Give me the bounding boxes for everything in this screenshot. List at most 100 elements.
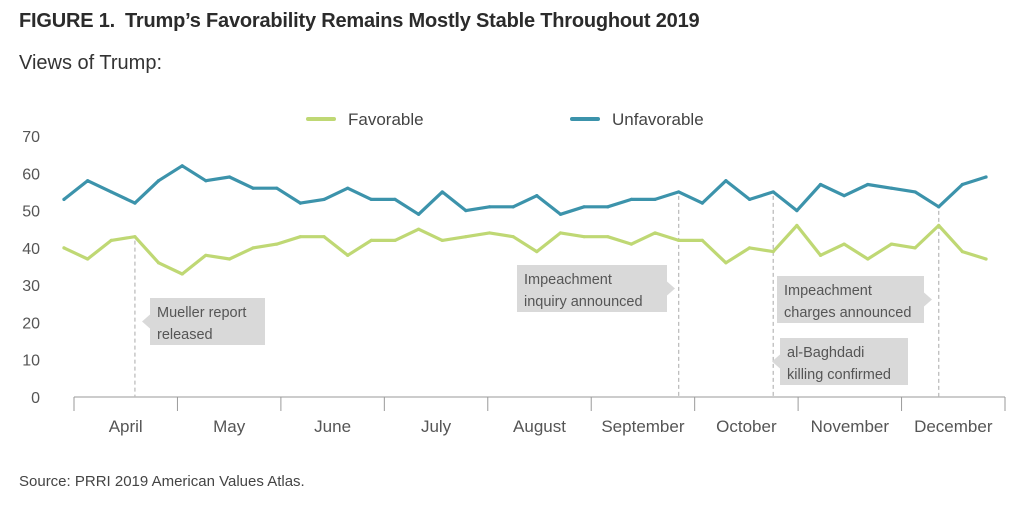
data-point	[369, 238, 373, 242]
data-point	[700, 238, 704, 242]
data-point	[866, 257, 870, 261]
data-point	[156, 179, 161, 183]
annotation-pointer	[667, 281, 675, 296]
data-point	[109, 190, 113, 194]
data-point	[653, 231, 657, 235]
data-point	[227, 175, 232, 179]
data-point	[866, 182, 870, 187]
annotation-box	[780, 338, 908, 385]
y-tick-label: 10	[22, 353, 40, 370]
data-point	[275, 242, 279, 246]
data-point	[322, 197, 326, 201]
x-tick-label: April	[109, 417, 143, 436]
source-note: Source: PRRI 2019 American Values Atlas.	[19, 473, 305, 490]
series-line-unfavorable	[62, 164, 988, 216]
data-point	[818, 182, 823, 187]
data-point	[795, 223, 799, 228]
data-point	[62, 246, 66, 250]
annotation-label: Impeachment	[524, 272, 612, 288]
annotation-pointer	[924, 292, 932, 307]
data-point	[251, 186, 255, 190]
data-point	[440, 238, 444, 242]
data-point	[842, 242, 846, 246]
annotation-pointer	[772, 354, 780, 369]
event-annotation: Impeachment charges announced	[777, 276, 932, 323]
chart-title: FIGURE 1. Trump’s Favorability Remains Mo…	[19, 10, 700, 33]
x-tick-label: August	[513, 417, 566, 436]
data-point	[393, 238, 397, 242]
data-point	[606, 235, 610, 239]
legend-item-favorable: Favorable	[306, 110, 424, 129]
data-point	[913, 190, 917, 194]
data-point	[960, 182, 964, 187]
data-point	[346, 186, 350, 190]
data-point	[86, 179, 90, 183]
data-point	[984, 257, 988, 261]
data-point	[156, 261, 161, 265]
legend-label: Favorable	[348, 110, 424, 129]
data-point	[298, 235, 303, 239]
y-tick-label: 70	[22, 129, 40, 146]
data-point	[913, 246, 917, 250]
event-annotation: al-Baghdadi killing confirmed	[772, 338, 908, 385]
annotation-pointer	[142, 314, 150, 329]
x-tick-label: November	[811, 417, 890, 436]
annotation-label: Mueller report	[157, 305, 246, 321]
data-point	[62, 197, 66, 201]
figure-label: FIGURE 1.	[19, 10, 115, 32]
data-point	[747, 246, 752, 250]
data-point	[984, 175, 988, 179]
legend-item-unfavorable: Unfavorable	[570, 110, 704, 129]
data-point	[771, 190, 775, 194]
data-point	[535, 194, 539, 198]
data-point	[440, 190, 444, 194]
data-point	[937, 205, 941, 209]
x-tick-label: September	[601, 417, 684, 436]
data-point	[298, 201, 303, 205]
data-point	[629, 197, 633, 201]
y-tick-label: 50	[22, 204, 40, 221]
data-point	[842, 194, 846, 198]
data-point	[393, 197, 397, 201]
data-point	[818, 253, 823, 257]
data-point	[133, 201, 137, 205]
data-point	[369, 197, 373, 201]
figure-title: Trump’s Favorability Remains Mostly Stab…	[125, 10, 700, 32]
chart-subtitle: Views of Trump:	[19, 52, 163, 74]
data-point	[251, 246, 255, 250]
data-point	[133, 235, 137, 239]
data-point	[606, 205, 610, 209]
data-point	[204, 253, 208, 257]
y-tick-label: 40	[22, 241, 40, 258]
data-point	[889, 186, 894, 190]
y-tick-label: 30	[22, 278, 40, 295]
data-point	[417, 227, 421, 231]
data-point	[227, 257, 232, 261]
x-tick-label: May	[213, 417, 246, 436]
data-point	[464, 235, 468, 239]
data-point	[511, 205, 515, 209]
data-point	[653, 197, 657, 201]
data-point	[700, 201, 704, 205]
data-point	[771, 249, 775, 254]
data-point	[346, 253, 350, 257]
data-point	[487, 205, 492, 209]
data-point	[180, 272, 184, 276]
x-tick-label: June	[314, 417, 351, 436]
data-point	[464, 208, 468, 213]
data-point	[724, 261, 728, 265]
annotation-label: inquiry announced	[524, 294, 643, 310]
data-point	[535, 249, 539, 254]
data-point	[582, 235, 586, 239]
annotation-label: killing confirmed	[787, 367, 891, 383]
annotation-label: released	[157, 327, 213, 343]
y-tick-label: 0	[31, 390, 40, 407]
annotation-box	[150, 298, 265, 345]
data-point	[417, 212, 421, 216]
data-point	[109, 238, 113, 242]
data-point	[629, 242, 633, 246]
data-point	[86, 257, 90, 261]
data-point	[889, 242, 894, 246]
data-point	[275, 186, 279, 190]
annotation-label: charges announced	[784, 305, 911, 321]
